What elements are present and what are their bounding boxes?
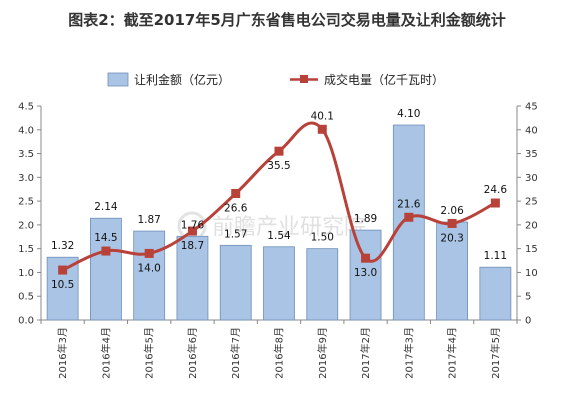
bar [392, 124, 425, 321]
line-marker [404, 212, 414, 222]
line-value-label: 20.3 [440, 232, 463, 244]
left-tick-label: 3.0 [18, 173, 34, 184]
bar-value-label: 4.10 [397, 108, 420, 120]
bar [176, 235, 209, 321]
bar [90, 217, 122, 321]
line-marker [58, 265, 68, 275]
right-tick-label: 10 [525, 268, 538, 279]
left-tick-label: 4.5 [18, 102, 34, 113]
right-tick-label: 20 [525, 220, 538, 231]
left-tick-label: 0.0 [18, 316, 34, 327]
bar-value-label: 1.54 [267, 230, 291, 242]
legend-line-label: 成交电量（亿千瓦时） [324, 72, 444, 87]
x-category-label: 2016年4月 [99, 327, 112, 379]
line-value-label: 13.0 [354, 267, 377, 279]
x-category-label: 2016年8月 [273, 327, 286, 379]
x-category-label: 2016年9月 [316, 327, 329, 379]
data-labels: 1.32 2.14 1.87 1.76 1.57 1.54 1.50 1.89 4.10 2.06… [51, 108, 507, 291]
line-value-label: 10.5 [51, 279, 74, 291]
bar [306, 248, 339, 321]
bar [436, 221, 468, 321]
x-category-label: 2016年5月 [143, 327, 156, 379]
line-marker [187, 226, 197, 236]
bar-series [46, 124, 512, 321]
x-category-label: 2016年7月 [229, 327, 242, 379]
line-marker [231, 189, 241, 199]
line-marker [101, 246, 111, 256]
x-category-label: 2017年5月 [489, 327, 502, 379]
line-marker [447, 218, 457, 228]
legend: 让利金额（亿元） 成交电量（亿千瓦时） [107, 72, 444, 87]
legend-bar-swatch [107, 72, 129, 87]
axes: 0.0 0.5 1.0 1.5 2.0 2.5 3.0 3.5 4.0 4.5 0 5 10 15 20 25… [18, 102, 538, 379]
right-tick-label: 15 [525, 244, 538, 255]
line-marker [490, 198, 500, 208]
bar [219, 244, 252, 321]
bar-value-label: 1.57 [224, 228, 247, 240]
line-marker [274, 146, 284, 156]
legend-line-marker [300, 75, 308, 83]
line-value-label: 21.6 [397, 198, 421, 210]
line-value-label: 24.6 [484, 184, 508, 196]
x-category-label: 2017年4月 [446, 327, 459, 379]
bar-value-label: 1.50 [311, 232, 334, 244]
x-category-label: 2016年3月 [56, 327, 69, 379]
line-marker [317, 124, 327, 134]
right-tick-label: 45 [525, 102, 538, 113]
line-marker [144, 248, 154, 258]
left-tick-label: 1.5 [18, 244, 34, 255]
right-tick-label: 0 [525, 316, 531, 327]
right-tick-label: 25 [525, 197, 538, 208]
left-tick-label: 3.5 [18, 149, 34, 160]
x-category-label: 2017年2月 [359, 327, 372, 379]
right-tick-label: 35 [525, 149, 538, 160]
bar-value-label: 2.06 [440, 205, 464, 217]
bar-value-label: 1.76 [181, 219, 205, 231]
bar-value-label: 1.89 [354, 213, 377, 225]
left-tick-label: 2.5 [18, 197, 34, 208]
x-category-label: 2017年3月 [402, 327, 415, 379]
line-marker [361, 253, 371, 263]
line-value-label: 18.7 [181, 240, 204, 252]
watermark-text: 前瞻产业研究院 [212, 215, 366, 240]
bar-value-label: 1.87 [137, 214, 160, 226]
bar [263, 246, 295, 321]
line-value-label: 35.5 [267, 160, 290, 172]
line-value-label: 14.0 [137, 262, 160, 274]
bar [133, 230, 166, 321]
bar-value-label: 2.14 [94, 201, 118, 213]
bar [479, 266, 512, 321]
bar-value-label: 1.32 [51, 240, 74, 252]
left-tick-label: 2.0 [18, 220, 34, 231]
x-category-label: 2016年6月 [186, 327, 199, 379]
line-series [58, 121, 500, 275]
line-value-label: 40.1 [311, 110, 334, 122]
line-value-label: 14.5 [94, 232, 117, 244]
right-tick-label: 5 [525, 292, 531, 303]
left-tick-label: 4.0 [18, 125, 34, 136]
bar [349, 229, 382, 321]
line-path [62, 121, 497, 272]
chart-title: 图表2：截至2017年5月广东省售电公司交易电量及让利金额统计 [68, 11, 506, 29]
right-tick-label: 30 [525, 173, 538, 184]
bar-value-label: 1.11 [484, 250, 507, 262]
left-tick-label: 0.5 [18, 292, 34, 303]
legend-bar-label: 让利金额（亿元） [134, 72, 230, 87]
line-value-label: 26.6 [224, 203, 248, 215]
right-tick-label: 40 [525, 125, 538, 136]
left-tick-label: 1.0 [18, 268, 34, 279]
